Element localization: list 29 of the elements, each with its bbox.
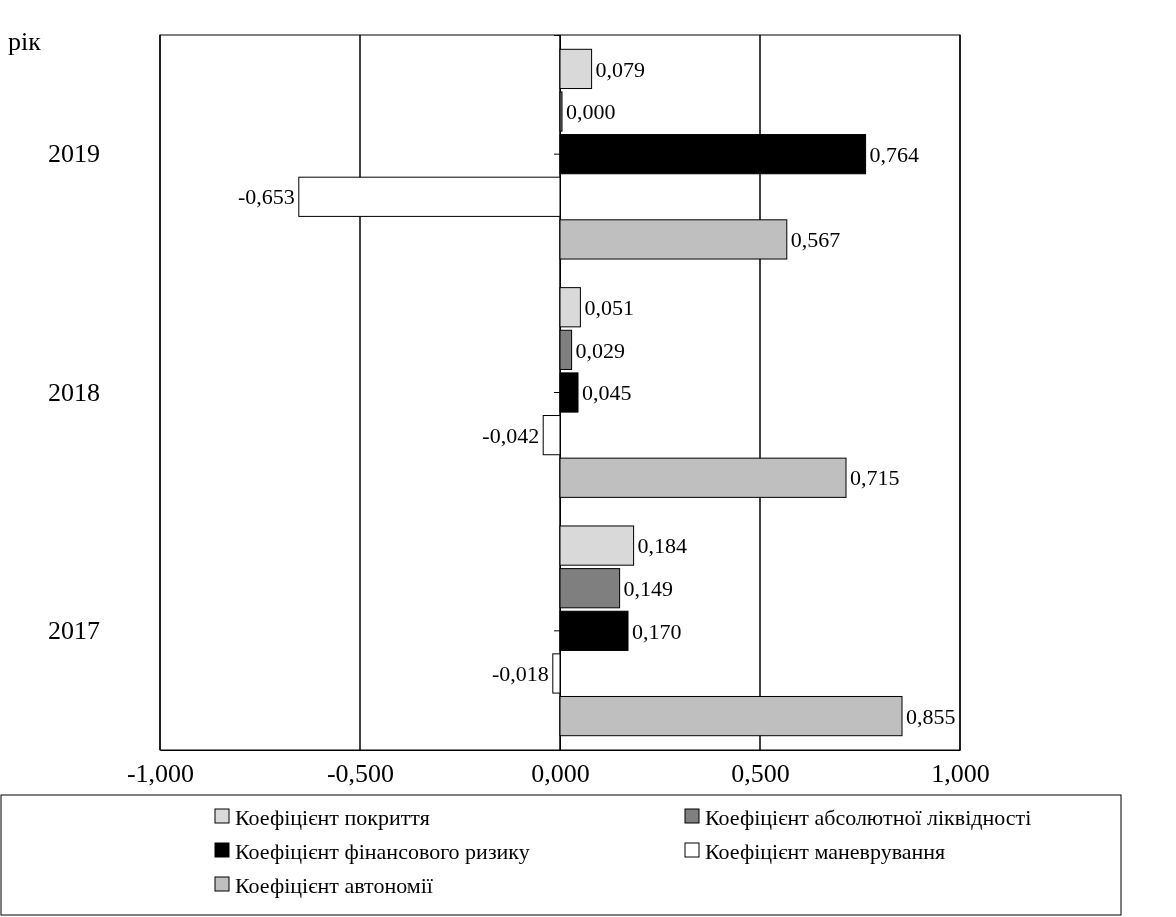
x-tick-label: -1,000 bbox=[126, 759, 195, 789]
x-tick-label: 0,500 bbox=[731, 759, 790, 789]
data-label: 0,079 bbox=[595, 56, 646, 82]
x-tick-label: -0,500 bbox=[326, 759, 395, 789]
data-label: -0,042 bbox=[482, 422, 540, 448]
data-label: 0,170 bbox=[632, 618, 682, 644]
x-tick-label: 1,000 bbox=[931, 759, 990, 789]
data-label: -0,018 bbox=[491, 661, 549, 687]
legend-label: Коефіцієнт автономії bbox=[235, 872, 434, 898]
data-label: 0,764 bbox=[869, 141, 920, 167]
data-label: 0,567 bbox=[790, 227, 841, 253]
data-label: 0,855 bbox=[906, 703, 956, 729]
data-label: 0,184 bbox=[637, 533, 688, 559]
legend-label: Коефіцієнт фінансового ризику bbox=[235, 838, 530, 864]
y-axis-title: рік bbox=[8, 27, 42, 56]
data-label: 0,029 bbox=[575, 337, 626, 363]
legend-label: Коефіцієнт покриття bbox=[235, 804, 430, 830]
data-label: 0,000 bbox=[566, 99, 616, 125]
data-label: 0,051 bbox=[584, 294, 634, 320]
y-tick-label: 2019 bbox=[48, 139, 100, 169]
data-label: 0,149 bbox=[623, 575, 674, 601]
data-label: -0,653 bbox=[237, 184, 295, 210]
data-label: 0,045 bbox=[582, 380, 632, 406]
y-tick-label: 2017 bbox=[48, 616, 100, 646]
legend-label: Коефіцієнт абсолютної ліквідності bbox=[705, 804, 1032, 830]
x-tick-label: 0,000 bbox=[531, 759, 590, 789]
data-label: 0,715 bbox=[850, 465, 900, 491]
legend-label: Коефіцієнт маневрування bbox=[705, 838, 946, 864]
y-tick-label: 2018 bbox=[48, 377, 100, 407]
